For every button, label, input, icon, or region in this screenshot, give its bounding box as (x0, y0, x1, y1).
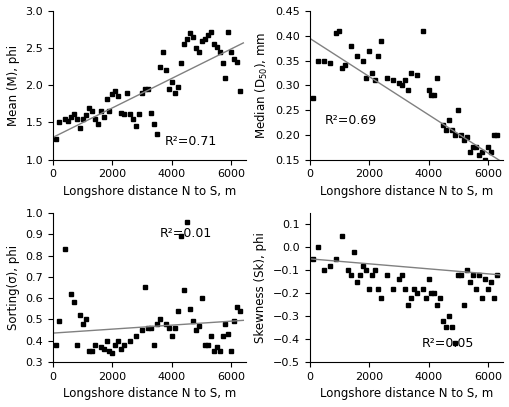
X-axis label: Longshore distance N to S, m: Longshore distance N to S, m (319, 387, 492, 400)
Y-axis label: Sorting(σ), phi: Sorting(σ), phi (7, 245, 20, 330)
X-axis label: Longshore distance N to S, m: Longshore distance N to S, m (319, 185, 492, 198)
X-axis label: Longshore distance N to S, m: Longshore distance N to S, m (63, 387, 236, 400)
Text: R²=0.71: R²=0.71 (165, 135, 217, 148)
Y-axis label: Mean (M), phi: Mean (M), phi (7, 45, 20, 126)
Y-axis label: Median (D$_{50}$), mm: Median (D$_{50}$), mm (253, 32, 269, 139)
Y-axis label: Skewness (Sk), phi: Skewness (Sk), phi (253, 232, 267, 343)
Text: R²=0.05: R²=0.05 (421, 337, 473, 350)
Text: R²=0.69: R²=0.69 (324, 114, 376, 127)
Text: R²=0.01: R²=0.01 (159, 227, 211, 240)
X-axis label: Longshore distance N to S, m: Longshore distance N to S, m (63, 185, 236, 198)
